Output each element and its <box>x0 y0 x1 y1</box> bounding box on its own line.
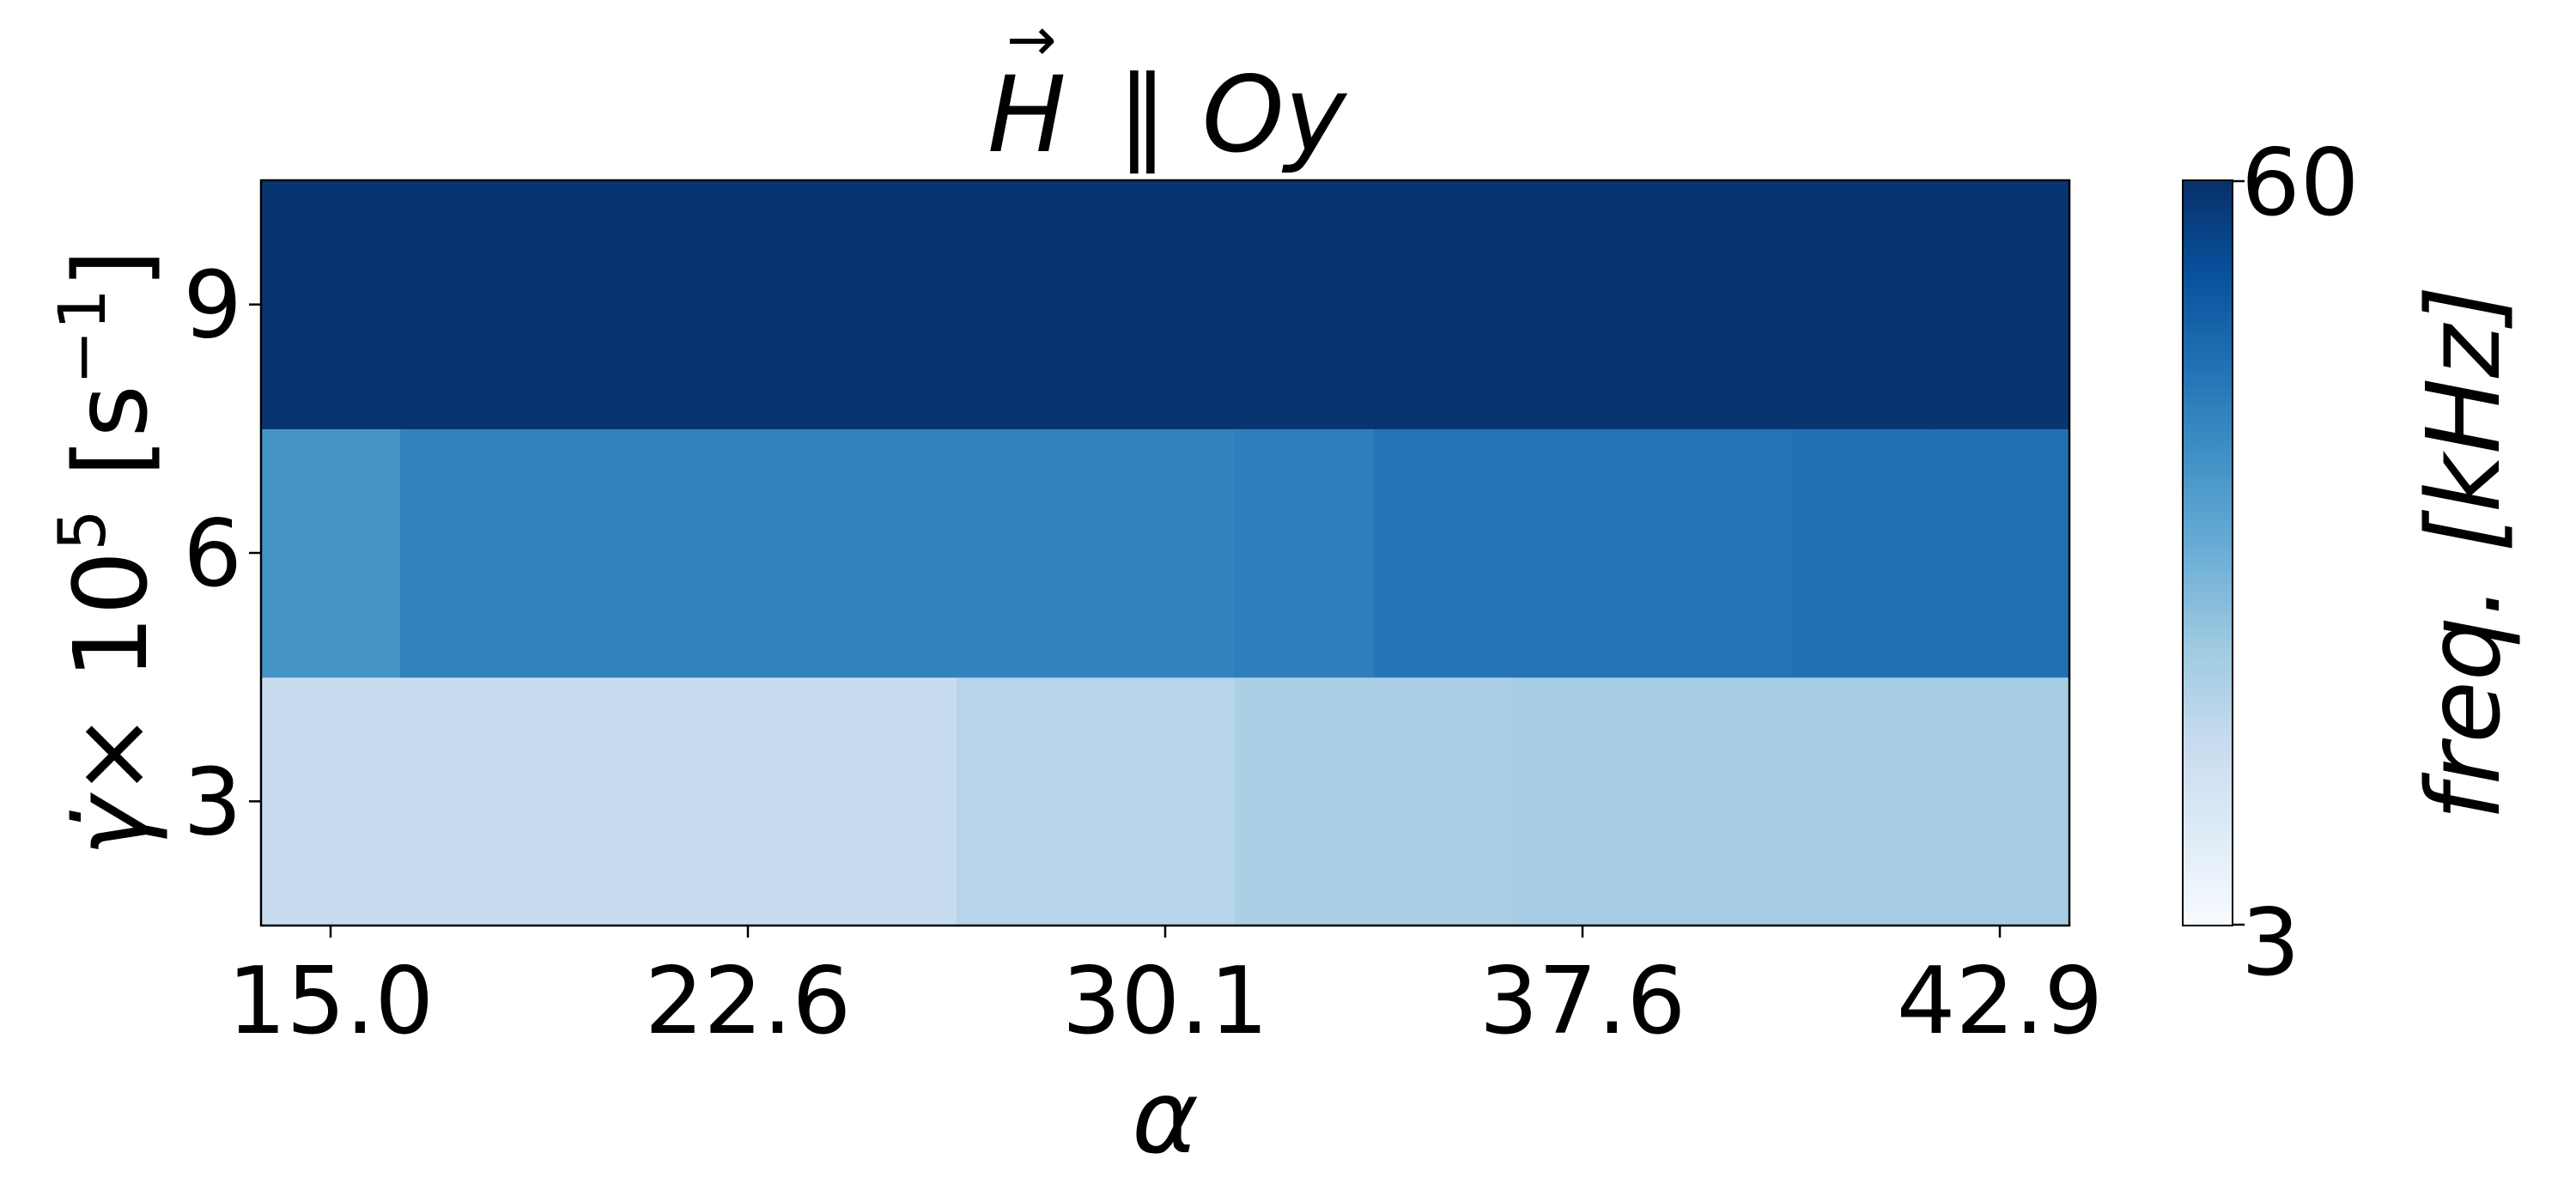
heatmap-cell-r9-c3 <box>678 180 818 429</box>
heatmap-cell-r9-c9 <box>1513 180 1653 429</box>
heatmap-cell-r3-c0 <box>261 677 401 926</box>
heatmap-cell-r6-c8 <box>1374 428 1514 678</box>
heatmap-cell-r9-c5 <box>957 180 1097 429</box>
y-label-times: × 10 <box>52 551 170 798</box>
x-tick-label: 37.6 <box>1479 948 1686 1055</box>
x-tick-label: 15.0 <box>228 948 434 1055</box>
y-tick-label: 9 <box>183 252 242 360</box>
y-label-unit-exp: −1 <box>44 288 120 385</box>
colorbar-gradient <box>2182 179 2233 926</box>
heatmap-cell-r9-c12 <box>1930 180 2070 429</box>
x-axis-label: α <box>1132 1058 1199 1176</box>
heatmap-cells <box>261 180 2070 926</box>
colorbar-max-label: 60 <box>2241 130 2359 237</box>
chart-title: H → ∥ Oy <box>987 4 1348 176</box>
heatmap-cell-r6-c10 <box>1652 428 1792 678</box>
heatmap-cell-r6-c4 <box>817 428 957 678</box>
title-rest: ∥ Oy <box>1116 54 1348 176</box>
heatmap-cell-r3-c9 <box>1513 677 1653 926</box>
heatmap-cell-r3-c8 <box>1374 677 1514 926</box>
heatmap-cell-r6-c1 <box>400 428 540 678</box>
heatmap-cell-r9-c6 <box>1096 180 1236 429</box>
heatmap-cell-r9-c8 <box>1374 180 1514 429</box>
svg-text:γ̇× 105 [s−1]: γ̇× 105 [s−1] <box>44 249 170 857</box>
heatmap-cell-r9-c11 <box>1791 180 1931 429</box>
heatmap-cell-r6-c11 <box>1791 428 1931 678</box>
heatmap-cell-r9-c0 <box>261 180 401 429</box>
heatmap-cell-r3-c7 <box>1235 677 1375 926</box>
x-axis: 15.0 22.6 30.1 37.6 42.9 <box>228 926 2103 1055</box>
colorbar: 60 3 freq. [kHz] <box>2182 130 2523 997</box>
x-tick-label: 22.6 <box>645 948 851 1055</box>
y-axis-label: γ̇× 105 [s−1] <box>44 249 170 857</box>
heatmap-cell-r3-c1 <box>400 677 540 926</box>
heatmap-cell-r9-c10 <box>1652 180 1792 429</box>
heatmap-cell-r3-c11 <box>1791 677 1931 926</box>
heatmap-cell-r9-c2 <box>539 180 679 429</box>
heatmap-cell-r6-c6 <box>1096 428 1236 678</box>
y-label-symbol: γ̇ <box>52 792 170 857</box>
y-tick-label: 6 <box>183 501 242 608</box>
heatmap-cell-r3-c2 <box>539 677 679 926</box>
heatmap-cell-r9-c7 <box>1235 180 1375 429</box>
heatmap-cell-r3-c12 <box>1930 677 2070 926</box>
heatmap-cell-r6-c7 <box>1235 428 1375 678</box>
heatmap-cell-r3-c10 <box>1652 677 1792 926</box>
heatmap-cell-r6-c12 <box>1930 428 2070 678</box>
heatmap-cell-r6-c9 <box>1513 428 1653 678</box>
heatmap-cell-r9-c4 <box>817 180 957 429</box>
heatmap-cell-r6-c2 <box>539 428 679 678</box>
title-vector-symbol: H <box>987 54 1066 176</box>
heatmap-cell-r6-c3 <box>678 428 818 678</box>
y-label-unit-open: [s <box>52 385 170 509</box>
heatmap-cell-r9-c1 <box>400 180 540 429</box>
x-tick-label: 30.1 <box>1062 948 1268 1055</box>
heatmap-cell-r3-c6 <box>1096 677 1236 926</box>
colorbar-label: freq. [kHz] <box>2404 285 2523 821</box>
y-axis: 3 6 9 <box>183 252 261 856</box>
x-tick-label: 42.9 <box>1897 948 2103 1055</box>
y-label-exponent: 5 <box>44 509 120 550</box>
heatmap-cell-r3-c5 <box>957 677 1097 926</box>
y-tick-label: 3 <box>183 749 242 856</box>
heatmap-cell-r6-c5 <box>957 428 1097 678</box>
title-vector-arrow: → <box>1006 4 1057 75</box>
heatmap-cell-r3-c4 <box>817 677 957 926</box>
heatmap-cell-r3-c3 <box>678 677 818 926</box>
colorbar-min-label: 3 <box>2241 889 2300 997</box>
y-label-unit-close: ] <box>52 249 170 288</box>
heatmap-cell-r6-c0 <box>261 428 401 678</box>
